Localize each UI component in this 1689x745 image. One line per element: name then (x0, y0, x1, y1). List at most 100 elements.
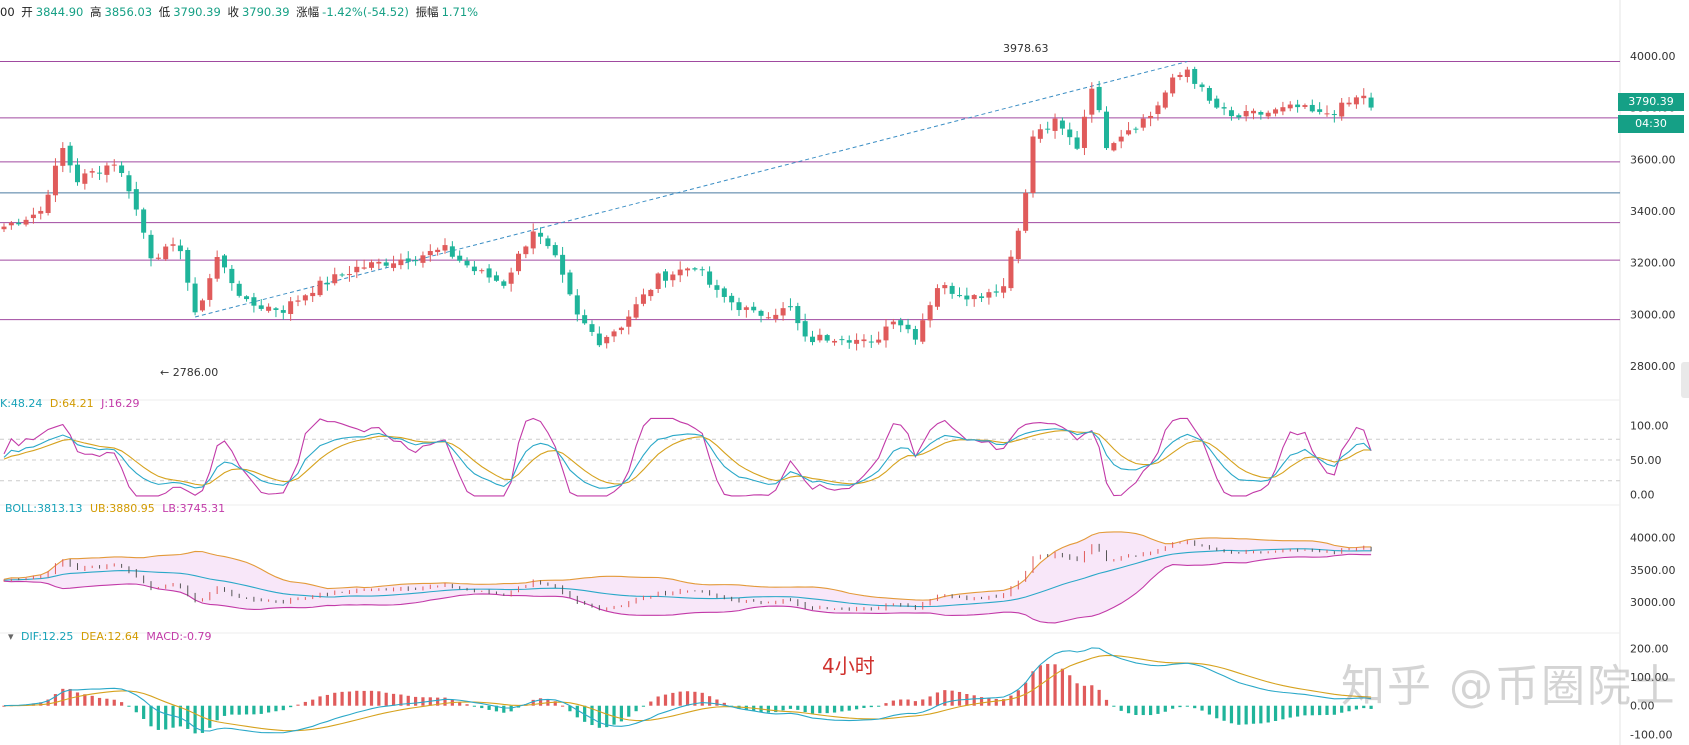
candle-body (846, 340, 852, 343)
candle-body (780, 308, 786, 316)
macd-histogram-bar (1068, 675, 1072, 706)
boll-lower-line (3, 553, 1372, 624)
candle-body (8, 222, 14, 226)
macd-histogram-bar (120, 702, 124, 706)
candle-body (97, 172, 103, 174)
candle-body (244, 296, 250, 300)
macd-histogram-bar (627, 705, 631, 717)
candle-body (163, 246, 169, 260)
candle-body (273, 308, 279, 310)
candle-body (38, 210, 44, 214)
macd-histogram-bar (1244, 705, 1248, 725)
candle-body (369, 262, 374, 268)
boll-tick-label: 4000.00 (1630, 532, 1676, 545)
candle-body (1111, 143, 1117, 151)
kdj-tick-label: 50.00 (1630, 454, 1662, 467)
macd-histogram-bar (1296, 705, 1300, 717)
candle-body (699, 269, 705, 271)
macd-histogram-bar (134, 705, 138, 713)
candle-body (677, 269, 683, 276)
candle-body (545, 238, 551, 247)
macd-histogram-bar (700, 692, 704, 706)
macd-histogram-bar (303, 701, 307, 706)
candle-body (1096, 86, 1102, 111)
macd-histogram-bar (178, 705, 182, 727)
candle-body (222, 255, 227, 268)
macd-histogram-bar (1134, 705, 1138, 716)
candle-body (332, 274, 338, 284)
macd-histogram-bar (127, 705, 131, 707)
macd-histogram-bar (391, 693, 396, 706)
macd-histogram-bar (1178, 705, 1182, 708)
candle-body (589, 324, 595, 332)
candle-body (126, 175, 132, 192)
macd-histogram-bar (634, 705, 638, 712)
candle-body (464, 260, 470, 266)
macd-histogram-bar (2, 705, 6, 707)
candle-body (890, 321, 896, 325)
macd-histogram-bar (715, 699, 719, 706)
candle-body (1126, 130, 1132, 135)
boll-upper-line (3, 531, 1372, 601)
candle-body (1346, 102, 1352, 105)
candle-body (1339, 102, 1345, 117)
macd-histogram-bar (1075, 683, 1079, 706)
candle-body (479, 270, 485, 272)
candle-body (16, 222, 22, 225)
macd-histogram-bar (722, 702, 726, 706)
macd-histogram-bar (289, 705, 293, 708)
candle-body (934, 288, 940, 307)
side-panel-handle[interactable] (1681, 362, 1689, 398)
macd-histogram-bar (61, 688, 65, 706)
candle-body (148, 234, 154, 259)
macd-histogram-bar (142, 705, 146, 719)
macd-histogram-bar (568, 705, 572, 712)
macd-histogram-bar (649, 701, 653, 706)
candle-body (993, 291, 999, 293)
candle-body (626, 316, 632, 327)
macd-histogram-bar (1141, 705, 1145, 716)
macd-histogram-bar (847, 705, 851, 711)
macd-histogram-bar (186, 705, 190, 729)
macd-histogram-bar (1185, 705, 1189, 707)
candle-body (1331, 114, 1337, 116)
candle-body (898, 320, 904, 326)
candle-body (141, 209, 147, 233)
candle-body (170, 244, 176, 246)
macd-tick-label: -100.00 (1630, 728, 1672, 741)
macd-histogram-bar (421, 697, 425, 706)
macd-histogram-bar (1332, 705, 1336, 715)
candle-body (82, 173, 88, 184)
macd-histogram-bar (83, 694, 87, 706)
macd-histogram-bar (436, 697, 440, 706)
candle-body (486, 268, 492, 278)
macd-histogram-bar (200, 705, 205, 733)
candle-body (236, 283, 242, 296)
candle-body (1118, 136, 1124, 142)
macd-histogram-bar (531, 699, 535, 706)
candle-body (787, 306, 793, 308)
macd-histogram-bar (1215, 705, 1219, 719)
macd-histogram-bar (472, 705, 476, 707)
macd-histogram-bar (957, 691, 962, 706)
macd-histogram-bar (1009, 695, 1013, 706)
candle-body (905, 324, 911, 330)
candle-body (413, 260, 419, 262)
macd-histogram-bar (149, 705, 153, 727)
macd-histogram-bar (156, 705, 160, 730)
candle-body (60, 148, 66, 166)
candle-body (538, 232, 544, 237)
candle-body (1287, 104, 1293, 109)
candle-body (714, 285, 720, 290)
candle-body (1273, 109, 1279, 114)
macd-histogram-bar (39, 702, 43, 706)
price-tick-label: 3400.00 (1630, 205, 1676, 218)
macd-histogram-bar (1237, 705, 1241, 725)
macd-histogram-bar (1031, 671, 1035, 706)
macd-histogram-bar (619, 705, 623, 722)
macd-histogram-bar (252, 705, 256, 715)
macd-histogram-bar (274, 705, 278, 712)
macd-histogram-bar (641, 705, 646, 707)
candle-body (214, 257, 220, 279)
